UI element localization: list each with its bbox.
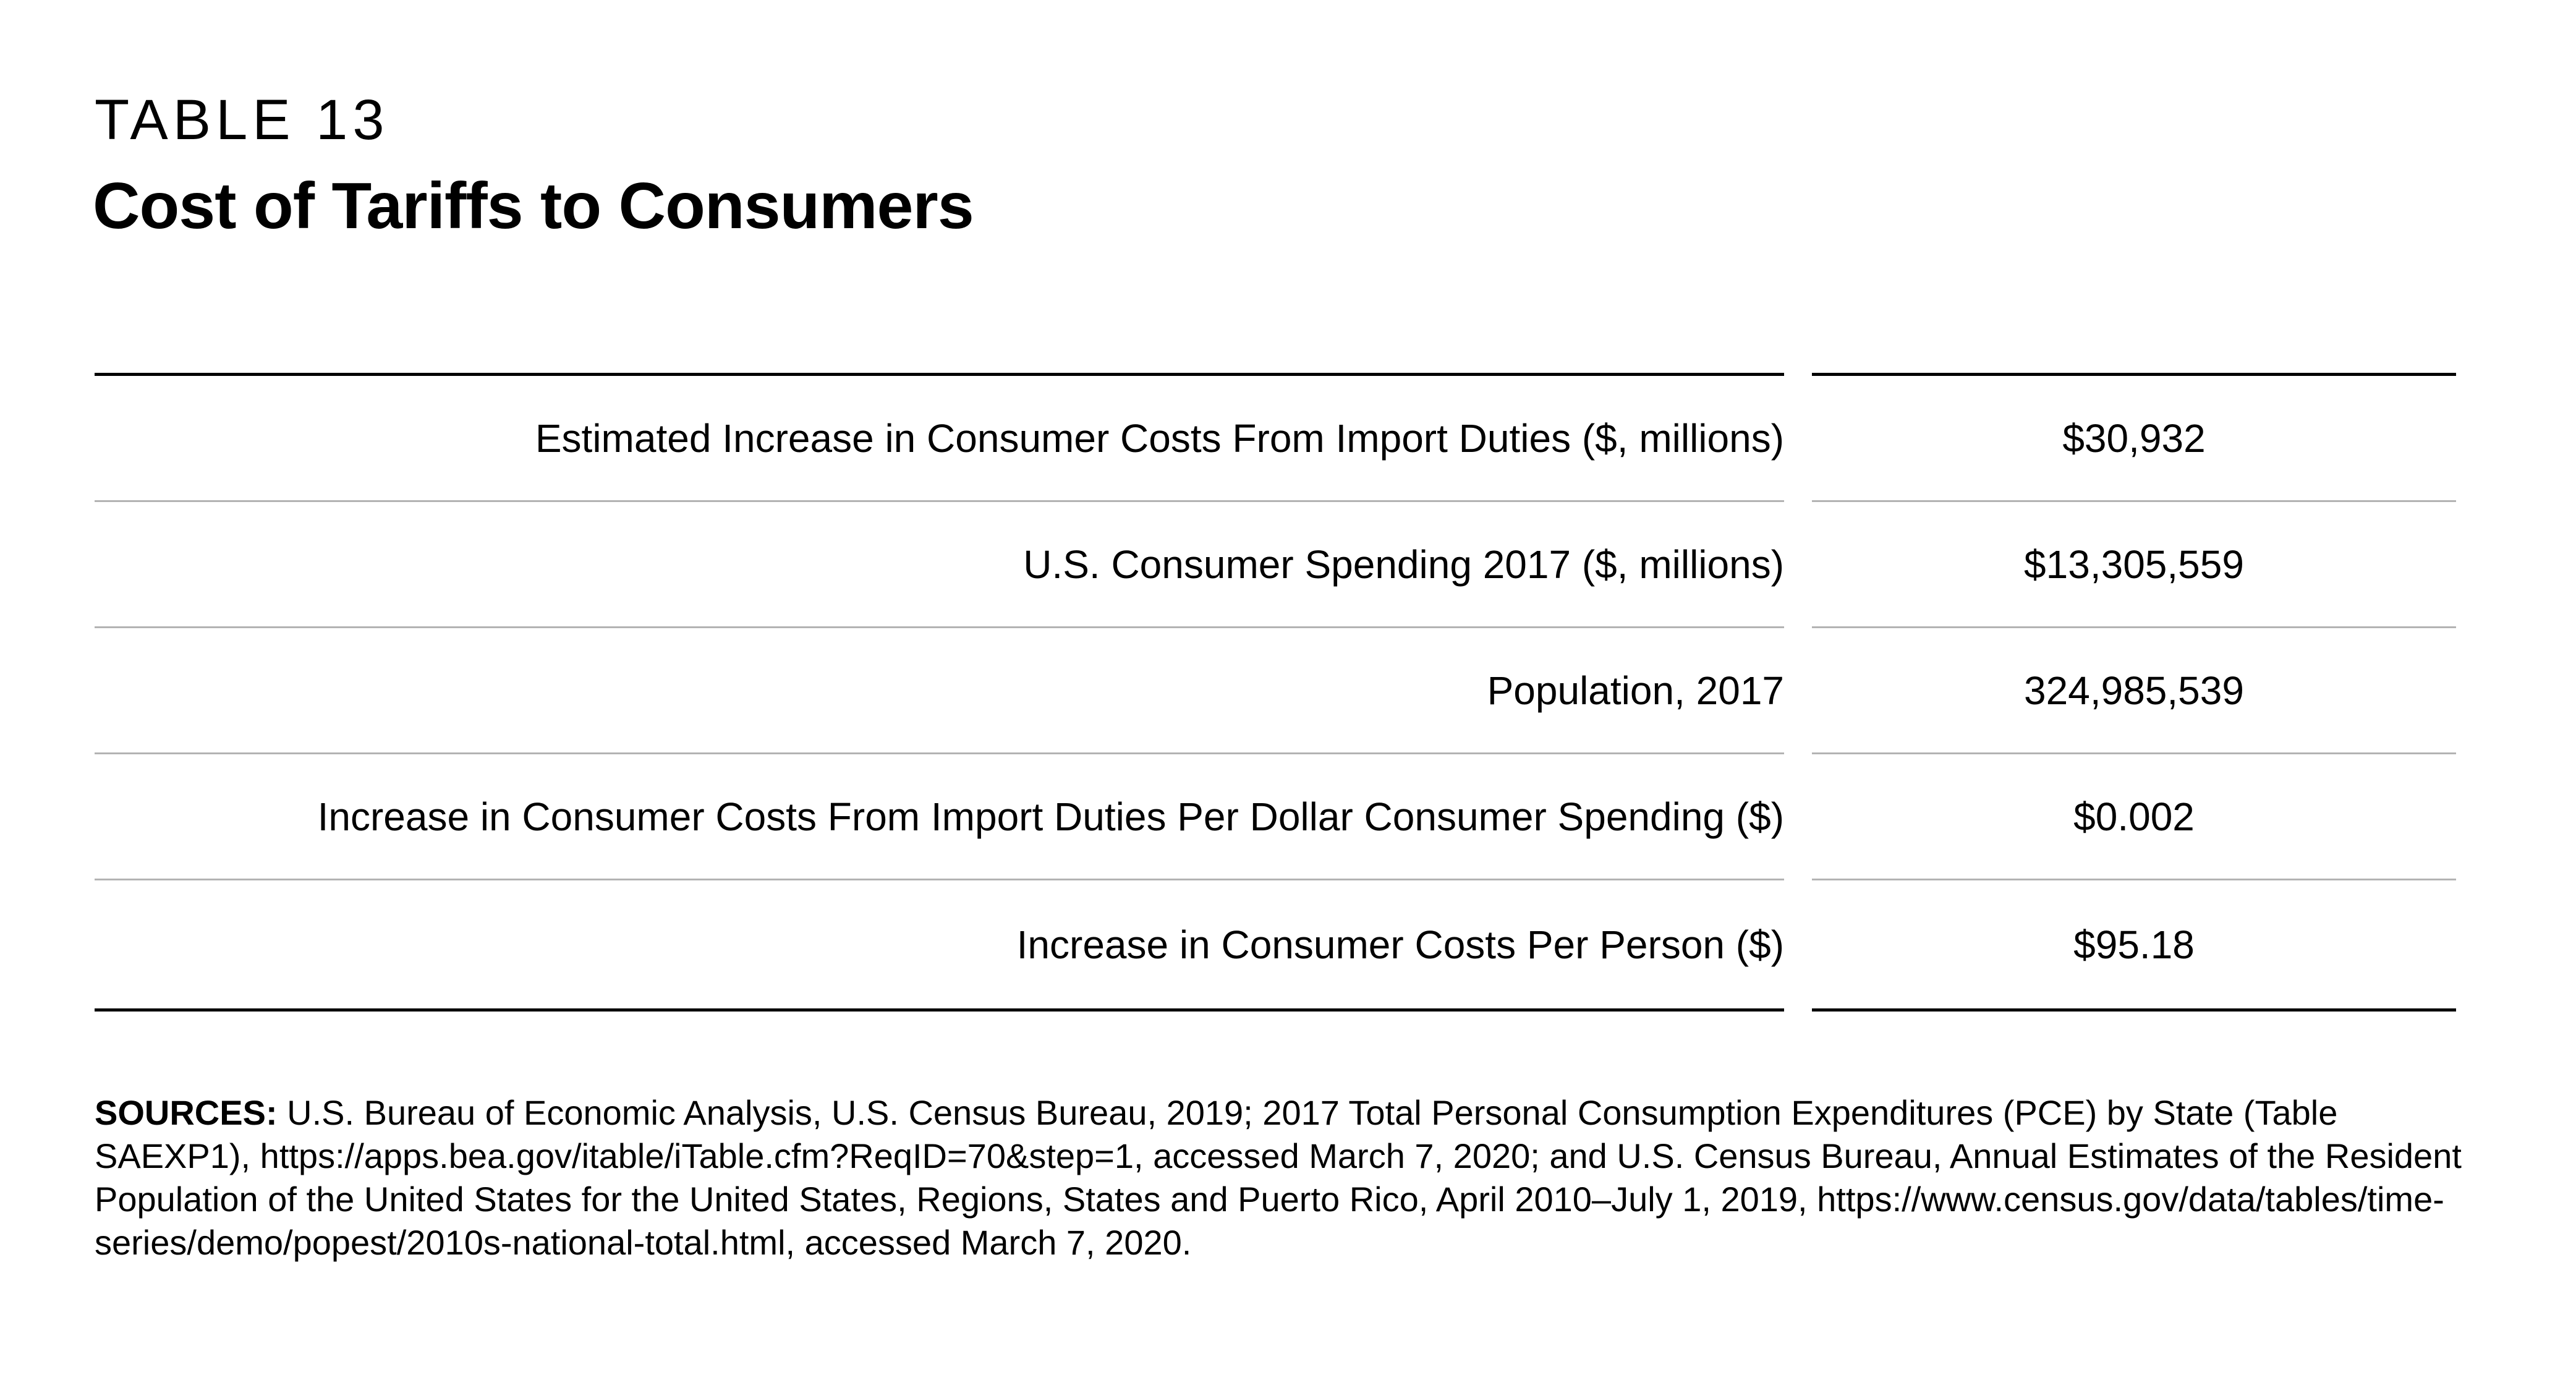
- bottom-rule: [1812, 1008, 2456, 1012]
- table-row-value: $95.18: [2073, 922, 2195, 967]
- sources-label: SOURCES:: [95, 1093, 278, 1132]
- sources-text: U.S. Bureau of Economic Analysis, U.S. C…: [95, 1093, 2462, 1262]
- sources-note: SOURCES: U.S. Bureau of Economic Analysi…: [95, 1091, 2462, 1264]
- table-title: Cost of Tariffs to Consumers: [93, 169, 974, 242]
- table-row-value: 324,985,539: [1812, 628, 2456, 754]
- top-rule: [95, 373, 1784, 376]
- table-number: TABLE 13: [95, 88, 389, 151]
- value-column: $30,932 $13,305,559 324,985,539 $0.002 $…: [1812, 373, 2456, 1012]
- bottom-rule: [95, 1008, 1784, 1012]
- table-row-label: Population, 2017: [95, 628, 1784, 754]
- label-column: Estimated Increase in Consumer Costs Fro…: [95, 373, 1784, 1012]
- table-row-label: Estimated Increase in Consumer Costs Fro…: [95, 376, 1784, 502]
- table-row-label: Increase in Consumer Costs Per Person ($…: [1016, 922, 1784, 967]
- top-rule: [1812, 373, 2456, 376]
- table-row-label: Increase in Consumer Costs From Import D…: [95, 754, 1784, 880]
- table-row-value: $13,305,559: [1812, 502, 2456, 628]
- table-row-value: $30,932: [1812, 376, 2456, 502]
- table-row-value: $0.002: [1812, 754, 2456, 880]
- table-row-label: U.S. Consumer Spending 2017 ($, millions…: [95, 502, 1784, 628]
